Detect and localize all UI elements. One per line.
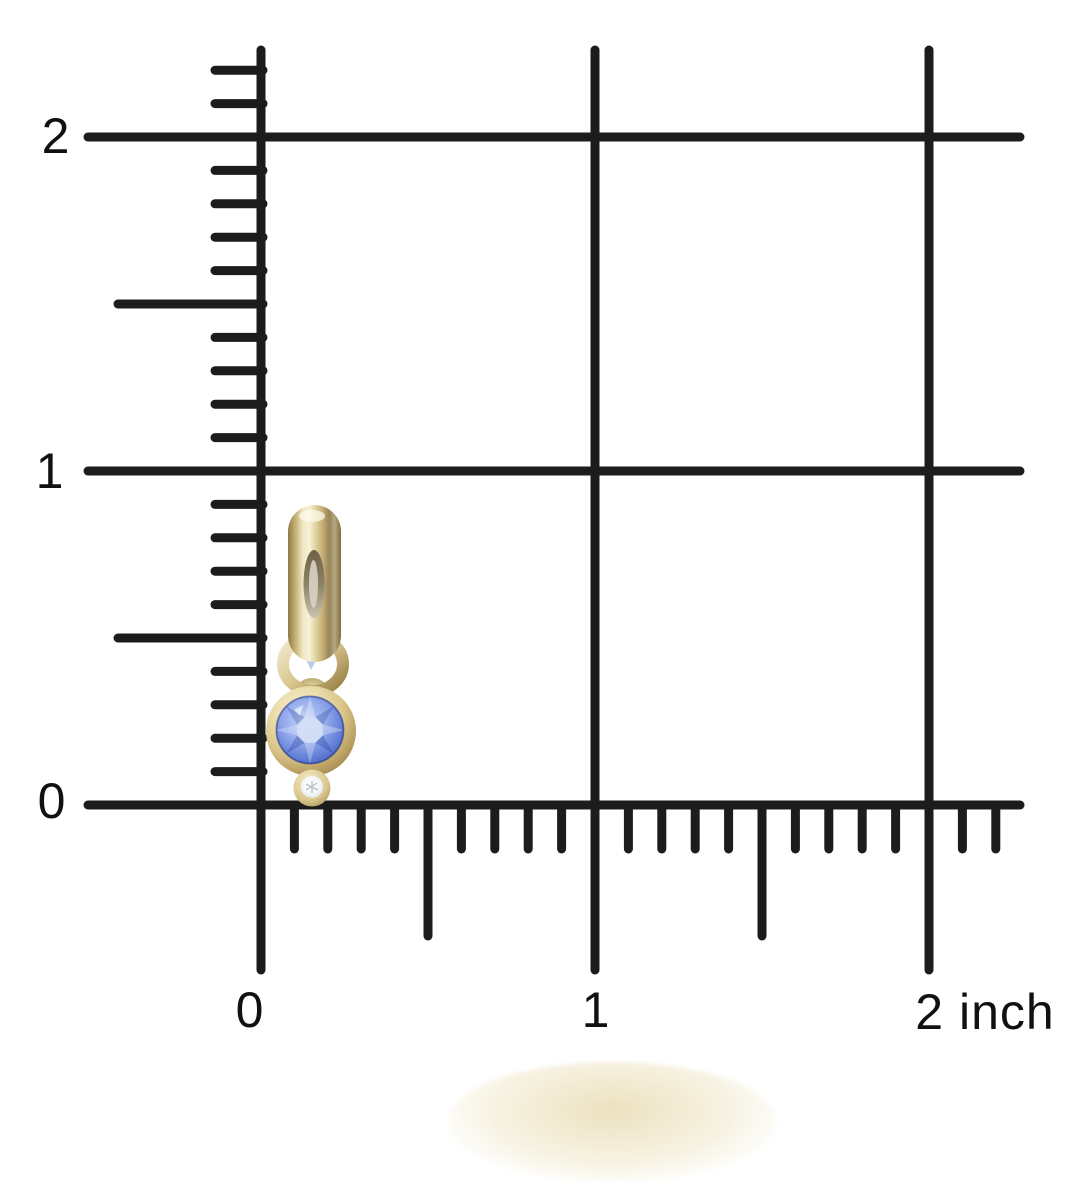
hoop-highlight [299,510,325,522]
y-axis-label-1: 1 [35,443,65,499]
jewelry-image [266,505,356,807]
gemstone [275,695,345,765]
y-axis-label-0: 0 [37,773,67,829]
x-axis-label-0: 0 [235,982,265,1038]
gem-table [297,717,323,743]
hoop [288,505,341,662]
y-axis-label-2: 2 [41,108,71,164]
gem-sparkle [294,705,303,716]
x-axis-label-1: 1 [581,982,611,1038]
background-glow [447,1062,777,1182]
measurement-grid [83,45,1025,975]
accent-diamond [293,769,331,807]
x-axis-label-2-inch: 2 inch [915,984,1055,1040]
gem-facets [276,696,344,764]
